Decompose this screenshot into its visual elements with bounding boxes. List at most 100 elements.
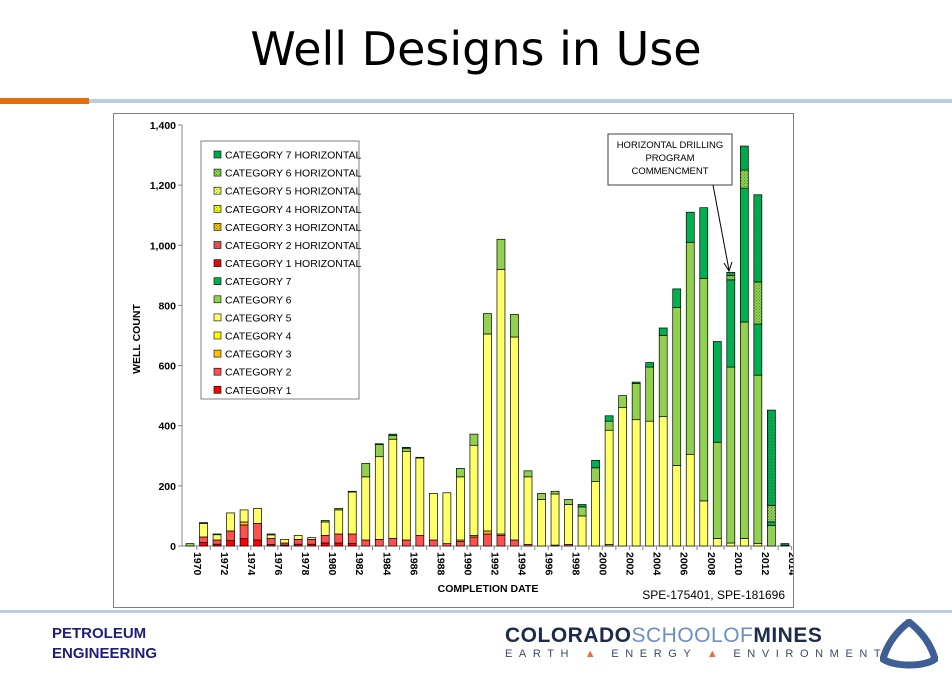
bar-stack-2009 [712, 341, 722, 547]
bar-stack-2001 [604, 415, 614, 547]
bar-segment [334, 509, 344, 535]
bar-segment [537, 493, 546, 500]
x-tick-label: 1998 [570, 552, 582, 576]
bar-segment [739, 169, 749, 189]
bar-segment [483, 313, 492, 335]
bar-segment [253, 508, 262, 524]
bar-segment [280, 539, 289, 544]
department-label: PETROLEUM ENGINEERING [52, 624, 157, 664]
bar-segment [618, 407, 627, 547]
bar-segment [672, 288, 682, 308]
legend-entry: CATEGORY 4 HORIZONTAL [213, 204, 361, 216]
logo-wordmark: COLORADOSCHOOLOFMINES [505, 624, 887, 648]
x-tick-label: 2006 [678, 552, 690, 576]
annotation-callout: HORIZONTAL DRILLING PROGRAM COMMENCMENT [607, 133, 733, 273]
bar-segment [631, 419, 641, 547]
bar-segment [767, 525, 776, 547]
y-tick-label: 0 [170, 541, 176, 553]
bar-stack-1996 [537, 493, 546, 547]
bar-segment [347, 490, 357, 493]
bar-segment [550, 490, 560, 495]
bar-segment [347, 543, 357, 547]
bar-segment [374, 539, 384, 547]
bar-segment [753, 543, 763, 547]
legend-swatch [213, 223, 222, 231]
legend-label: CATEGORY 6 [225, 294, 292, 306]
legend-swatch [213, 295, 222, 304]
bar-segment [388, 435, 398, 440]
bar-stack-1971 [199, 522, 208, 547]
bar-segment [401, 539, 411, 547]
legend-label: CATEGORY 1 HORIZONTAL [225, 258, 361, 270]
bar-segment [699, 278, 709, 502]
tick-labels: 0 200 400 600 800 1,000 1,200 1,400 1970 1972 1974… [150, 120, 793, 576]
bar-segment [618, 395, 627, 409]
bar-stack-2000 [591, 459, 600, 547]
bar-segment [239, 521, 249, 526]
bar-stack-1981 [334, 508, 344, 547]
y-tick-label: 800 [158, 300, 176, 312]
legend-swatch [213, 277, 222, 285]
bar-stack-2012 [753, 194, 763, 547]
bar-segment [239, 538, 249, 547]
x-tick-label: 1976 [272, 552, 284, 576]
bar-stack-1989 [442, 492, 452, 547]
bar-stack-1983 [361, 462, 371, 547]
bar-segment [226, 512, 235, 532]
legend-label: CATEGORY 6 HORIZONTAL [225, 168, 361, 180]
bar-segment [253, 539, 262, 547]
legend-entry: CATEGORY 5 [213, 312, 292, 324]
y-tick-label: 1,000 [150, 240, 176, 252]
x-tick-label: 2004 [651, 552, 663, 576]
bar-segment [415, 457, 425, 536]
bar-segment [212, 533, 222, 536]
legend-swatch [213, 331, 222, 340]
stacked-bar-chart: 0 200 400 600 800 1,000 1,200 1,400 1970 1972 1974… [131, 120, 793, 602]
bar-stack-2008 [699, 207, 709, 547]
bar-stack-1995 [523, 470, 533, 547]
bar-segment [537, 499, 546, 547]
x-tick-label: 2014 [786, 552, 793, 576]
bar-segment [307, 539, 317, 545]
bar-stack-1986 [401, 447, 411, 547]
legend-swatch [213, 349, 222, 358]
y-tick-label: 200 [158, 481, 176, 493]
bar-segment [239, 524, 249, 539]
x-tick-label: 1982 [353, 552, 365, 576]
bar-segment [212, 539, 222, 545]
tagline-energy: ENERGY [611, 648, 698, 660]
bar-stack-2002 [618, 395, 627, 547]
bars [185, 145, 790, 547]
x-tick-label: 1974 [245, 552, 257, 576]
logo-word-school: SCHOOL [631, 624, 724, 647]
bar-segment [699, 500, 709, 547]
x-tick-label: 1980 [326, 552, 338, 576]
bar-segment [361, 476, 371, 541]
bar-segment [388, 433, 398, 436]
bar-segment [429, 539, 438, 547]
legend-entry: CATEGORY 6 HORIZONTAL [213, 168, 361, 180]
bar-segment [631, 383, 641, 421]
bar-segment [739, 321, 749, 539]
bar-segment [185, 543, 195, 547]
x-tick-label: 1988 [434, 552, 446, 576]
legend-label: CATEGORY 4 HORIZONTAL [225, 204, 361, 216]
y-axis-label: WELL COUNT [131, 304, 143, 374]
bar-segment [293, 535, 303, 540]
bar-stack-1979 [307, 537, 317, 547]
bar-stack-1999 [577, 504, 587, 547]
bar-segment [739, 538, 749, 547]
bar-segment [604, 429, 614, 545]
bar-stack-1980 [320, 520, 330, 547]
bar-segment [199, 522, 208, 524]
footer-divider [0, 610, 952, 613]
bar-segment [699, 207, 709, 279]
bar-stack-1976 [266, 533, 276, 547]
x-tick-label: 2000 [597, 552, 609, 576]
bar-segment [266, 534, 276, 539]
bar-segment [374, 443, 384, 446]
legend-label: CATEGORY 2 HORIZONTAL [225, 240, 361, 252]
bar-stack-1974 [239, 509, 249, 547]
header-divider [89, 99, 952, 103]
legend-entry: CATEGORY 6 [213, 294, 292, 306]
